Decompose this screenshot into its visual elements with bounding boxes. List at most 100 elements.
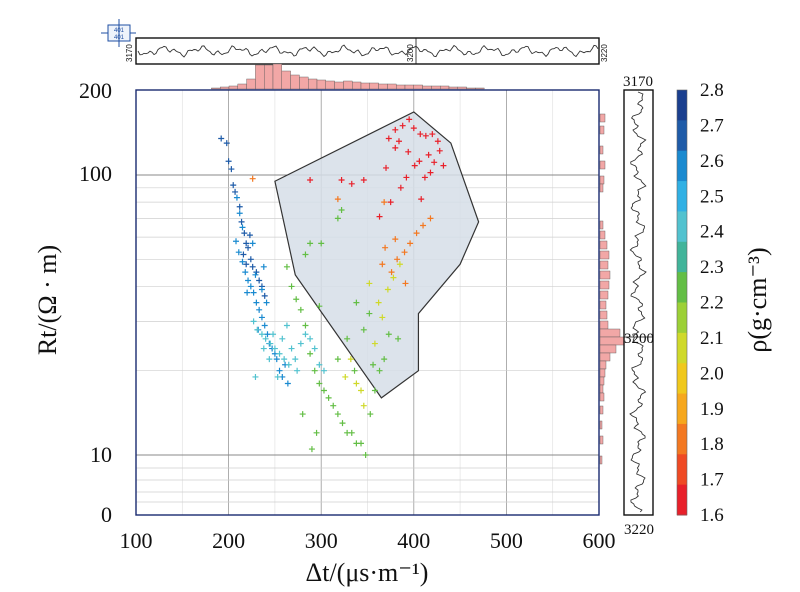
data-point <box>258 286 265 293</box>
data-point <box>288 283 295 290</box>
data-point <box>267 340 274 347</box>
data-point <box>288 345 295 352</box>
x-hist-bar <box>448 86 459 90</box>
data-point <box>260 263 267 270</box>
x-tick-300: 300 <box>305 528 338 553</box>
data-point <box>249 175 256 182</box>
track-header-icon[interactable]: 401 401 <box>101 19 136 47</box>
x-tick-labels: 100 200 300 400 500 600 <box>120 528 616 553</box>
y-hist-bar <box>599 250 610 260</box>
data-point <box>264 331 271 338</box>
data-point <box>358 387 365 394</box>
data-point <box>418 196 425 203</box>
colorbar-tick-label: 2.4 <box>700 222 724 243</box>
data-point <box>236 203 243 210</box>
y-hist-bar <box>599 145 604 155</box>
data-point <box>276 350 283 357</box>
x-tick-400: 400 <box>397 528 430 553</box>
colorbar-tick-label: 2.6 <box>700 151 724 172</box>
colorbar-tick-label: 1.8 <box>700 434 724 455</box>
data-point <box>353 299 360 306</box>
data-point <box>342 373 349 380</box>
data-point <box>395 335 402 342</box>
x-hist-bar <box>343 80 353 90</box>
data-point <box>353 380 360 387</box>
top-depth-marker: 3200 <box>406 44 415 62</box>
x-hist-bar <box>325 80 335 90</box>
x-hist-bar <box>272 63 283 90</box>
colorbar-tick-label: 1.7 <box>700 470 724 491</box>
colorbar-tick-label: 1.9 <box>700 399 724 420</box>
data-point <box>344 335 351 342</box>
x-hist-bar <box>404 84 415 90</box>
data-point <box>348 429 355 436</box>
data-point <box>402 280 409 287</box>
data-point <box>236 210 243 217</box>
data-point <box>271 345 278 352</box>
data-point <box>382 244 389 251</box>
data-point <box>388 269 395 276</box>
data-point <box>233 238 240 245</box>
colorbar-tick-label: 2.2 <box>700 293 724 314</box>
x-hist-bar <box>308 78 318 90</box>
data-point <box>246 232 253 239</box>
x-tick-600: 600 <box>583 528 616 553</box>
right-depth-start: 3170 <box>623 74 653 90</box>
colorbar-segment <box>677 150 687 182</box>
x-tick-500: 500 <box>490 528 523 553</box>
top-log-track: 3170 3200 3220 <box>125 37 609 65</box>
data-point <box>392 144 399 151</box>
data-point <box>376 213 383 220</box>
x-tick-200: 200 <box>212 528 245 553</box>
data-point <box>318 240 325 247</box>
colorbar-tick-label: 2.3 <box>700 257 724 278</box>
y-hist-bar <box>599 175 605 185</box>
data-point <box>302 331 309 338</box>
data-point <box>247 283 254 290</box>
data-point <box>308 446 315 453</box>
data-point <box>390 274 397 281</box>
colorbar-segment <box>677 241 687 273</box>
colorbar-segment <box>677 484 687 516</box>
y-hist-bar <box>599 392 605 402</box>
data-point <box>431 159 438 166</box>
x-hist-bar <box>457 86 467 90</box>
data-point <box>320 387 327 394</box>
data-point <box>416 158 423 165</box>
colorbar-tick-label: 2.5 <box>700 186 724 207</box>
data-point <box>334 356 341 363</box>
data-point <box>307 240 314 247</box>
data-point <box>302 322 309 329</box>
top-depth-start: 3170 <box>125 44 134 62</box>
data-point <box>283 263 290 270</box>
data-point <box>392 126 399 133</box>
data-point <box>261 322 268 329</box>
y-hist-bar <box>599 435 604 445</box>
data-point <box>276 367 283 374</box>
data-point <box>279 335 286 342</box>
x-hist-bar <box>413 84 423 90</box>
colorbar-segment <box>677 211 687 243</box>
data-point <box>379 314 386 321</box>
data-point <box>399 122 406 129</box>
colorbar-segment <box>677 272 687 303</box>
data-point <box>241 230 248 237</box>
y-hist-bar <box>599 405 604 415</box>
colorbar-segment <box>677 181 687 212</box>
header-line2: 401 <box>114 35 125 41</box>
y-hist-bar <box>599 220 604 230</box>
data-point <box>235 249 242 256</box>
data-point <box>239 258 246 265</box>
data-point <box>249 263 256 270</box>
y-hist-bar <box>599 240 608 250</box>
data-point <box>385 135 392 142</box>
x-hist-bar <box>228 85 239 90</box>
data-point <box>410 125 417 132</box>
data-point <box>405 148 412 155</box>
data-point <box>285 361 292 368</box>
data-point <box>218 135 225 142</box>
colorbar-segment <box>677 90 687 121</box>
data-point <box>256 306 263 313</box>
data-point <box>297 306 304 313</box>
colorbar-tick-label: 2.8 <box>700 80 724 101</box>
